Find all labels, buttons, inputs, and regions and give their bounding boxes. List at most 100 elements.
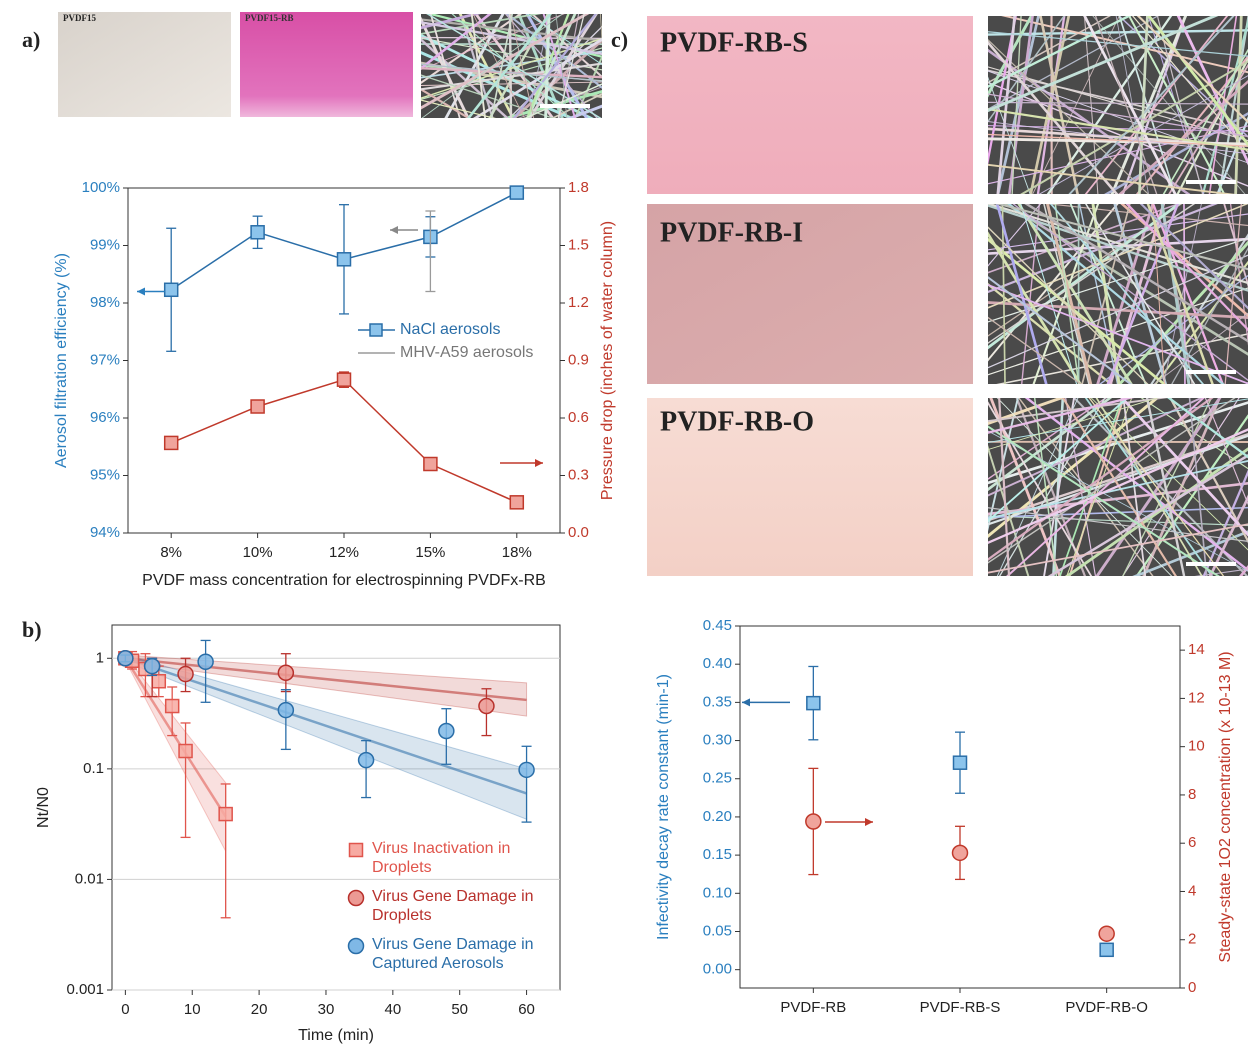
- fiber: [421, 14, 590, 110]
- marker: [218, 806, 233, 822]
- fiber: [1131, 16, 1248, 154]
- y-tick-label: 100%: [82, 179, 120, 196]
- y-tick-label: 98%: [90, 294, 120, 311]
- y2-tick-label: 12: [1188, 689, 1205, 706]
- fiber: [1069, 204, 1147, 384]
- marker: [163, 435, 179, 451]
- fiber: [1118, 16, 1176, 194]
- marker: [336, 252, 352, 267]
- fiber: [1059, 398, 1124, 576]
- fiber: [1066, 398, 1133, 576]
- fiber: [1006, 398, 1205, 576]
- fiber: [988, 48, 1191, 194]
- y-tick-label: 0.30: [703, 732, 732, 749]
- fiber: [1136, 16, 1248, 124]
- fiber: [574, 54, 602, 118]
- fiber: [1122, 398, 1213, 576]
- fiber: [544, 14, 551, 118]
- fiber: [523, 83, 602, 118]
- fiber: [421, 14, 492, 71]
- fiber: [988, 507, 1248, 542]
- fiber: [988, 398, 1107, 480]
- y-axis-label: Aerosol filtration efficiency (%): [53, 253, 70, 468]
- fiber: [555, 14, 568, 118]
- y2-tick-label: 1.2: [568, 294, 589, 311]
- fiber: [1117, 240, 1248, 384]
- fiber: [1094, 16, 1158, 194]
- marker: [336, 372, 352, 387]
- legend-label: NaCl aerosols: [400, 321, 500, 338]
- fiber: [1033, 398, 1058, 576]
- fiber: [988, 76, 1031, 194]
- fiber: [996, 333, 1248, 384]
- fiber: [988, 16, 1017, 166]
- y2-tick-label: 0.3: [568, 466, 589, 483]
- fiber: [988, 287, 1248, 376]
- y-tick-label: 1: [96, 649, 104, 666]
- fiber: [1168, 63, 1248, 194]
- fiber: [988, 69, 1248, 133]
- y-tick-label: 0.10: [703, 884, 732, 901]
- fiber: [988, 515, 1248, 527]
- fiber: [988, 121, 1248, 155]
- marker: [509, 185, 525, 200]
- fiber: [1017, 204, 1133, 384]
- fiber: [1239, 564, 1248, 576]
- fiber: [1047, 454, 1248, 576]
- arrow-head: [137, 287, 145, 296]
- y2-tick-label: 1.8: [568, 179, 589, 196]
- legend-label: Virus Gene Damage in Captured Aerosols: [372, 936, 534, 972]
- arrow-head: [390, 226, 398, 234]
- fiber: [1183, 204, 1186, 384]
- marker: [438, 722, 455, 740]
- y-tick-label: 0.15: [703, 846, 732, 863]
- fiber: [470, 14, 487, 118]
- fiber: [988, 398, 1214, 561]
- fiber: [998, 398, 1106, 576]
- fiber: [1052, 398, 1065, 576]
- fiber: [421, 14, 564, 118]
- fiber: [1084, 398, 1214, 576]
- fiber: [1160, 204, 1191, 384]
- legend-label: Virus Inactivation in Droplets: [372, 840, 511, 876]
- photo-label: PVDF-RB-I: [660, 217, 803, 248]
- fiber: [988, 204, 1042, 267]
- marker: [164, 698, 180, 714]
- fiber: [1208, 494, 1248, 576]
- marker: [250, 399, 265, 414]
- y-tick-label: 0.45: [703, 617, 732, 634]
- fiber: [1125, 204, 1248, 332]
- fiber: [1120, 398, 1248, 537]
- fiber: [1139, 204, 1248, 310]
- fiber: [988, 204, 1218, 294]
- y-tick-label: 97%: [90, 351, 120, 368]
- marker: [143, 657, 161, 675]
- legend-label: Virus Gene Damage in Droplets: [372, 888, 534, 924]
- x-tick-label: 0: [121, 1001, 129, 1018]
- fiber: [988, 163, 1236, 194]
- fiber: [988, 16, 1065, 123]
- fiber: [1153, 312, 1248, 384]
- marker: [348, 842, 364, 858]
- fiber: [505, 14, 602, 89]
- y2-tick-label: 1.5: [568, 236, 589, 253]
- fiber: [988, 283, 1248, 384]
- marker: [250, 225, 265, 240]
- fiber: [1021, 204, 1041, 384]
- marker: [277, 664, 295, 681]
- fiber: [504, 14, 598, 118]
- y2-tick-label: 2: [1188, 931, 1196, 948]
- fiber: [1104, 112, 1248, 194]
- fiber: [1224, 204, 1242, 384]
- fiber: [988, 16, 1034, 98]
- fiber: [988, 398, 1160, 538]
- fiber: [1188, 398, 1208, 576]
- fiber: [1152, 204, 1165, 384]
- fiber: [988, 226, 1149, 384]
- fiber: [466, 14, 553, 118]
- x-tick-label: 15%: [415, 544, 445, 561]
- arrow-head: [865, 818, 873, 826]
- fiber: [988, 523, 1248, 574]
- y-tick-label: 0.1: [83, 760, 104, 777]
- fiber: [1007, 204, 1225, 384]
